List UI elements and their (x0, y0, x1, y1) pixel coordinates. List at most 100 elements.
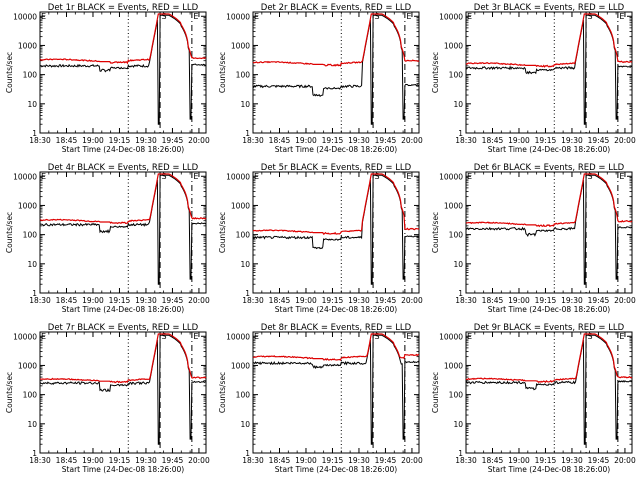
x-tick-label: 20:00 (614, 456, 636, 465)
y-axis-label: Counts/sec (431, 212, 440, 253)
x-tick-label: 18:30 (455, 456, 477, 465)
panel-title: Det 9r BLACK = Events, RED = LLD (474, 323, 625, 333)
marker-label-start: E (41, 332, 46, 341)
y-tick-label: 10 (240, 260, 250, 269)
x-tick-label: 19:15 (109, 456, 131, 465)
y-tick-label: 1 (32, 129, 37, 138)
marker-label: E (193, 332, 198, 341)
y-tick-label: 10000 (13, 172, 37, 181)
marker-label-start: E (467, 12, 472, 21)
x-tick-label: 18:45 (269, 456, 291, 465)
y-tick-label: 1 (245, 129, 250, 138)
y-tick-label: 10 (453, 420, 463, 429)
y-tick-label: 10 (27, 260, 37, 269)
marker-label: E (619, 12, 624, 21)
events-series-line (465, 14, 633, 125)
x-axis-label: Start Time (24-Dec-08 18:26:00) (275, 145, 397, 154)
y-tick-label: 1000 (231, 201, 250, 210)
x-axis-label: Start Time (24-Dec-08 18:26:00) (275, 465, 397, 474)
panel-title: Det 1r BLACK = Events, RED = LLD (48, 3, 199, 13)
y-tick-label: 10000 (13, 332, 37, 341)
y-tick-label: 1 (32, 449, 37, 458)
lld-series-line (39, 173, 207, 225)
plot-frame (39, 331, 207, 454)
x-tick-label: 18:45 (269, 296, 291, 305)
y-axis-label: Counts/sec (5, 212, 14, 253)
x-tick-label: 20:00 (188, 456, 210, 465)
events-series-line (465, 174, 633, 285)
x-tick-label: 19:45 (162, 136, 184, 145)
y-tick-label: 1 (458, 289, 463, 298)
lld-series-line (252, 333, 420, 361)
events-series-line (39, 334, 207, 445)
marker-label: S (588, 12, 593, 21)
x-tick-label: 19:30 (135, 136, 157, 145)
marker-label-start: E (41, 172, 46, 181)
panel-title: Det 8r BLACK = Events, RED = LLD (261, 323, 412, 333)
x-tick-label: 19:00 (82, 136, 104, 145)
x-axis-label: Start Time (24-Dec-08 18:26:00) (62, 145, 184, 154)
plot-frame (465, 331, 633, 454)
x-tick-label: 18:30 (29, 296, 51, 305)
x-axis-label: Start Time (24-Dec-08 18:26:00) (62, 465, 184, 474)
events-series-line (39, 174, 207, 285)
x-tick-label: 19:00 (508, 456, 530, 465)
x-tick-label: 19:45 (162, 456, 184, 465)
y-tick-label: 10000 (226, 12, 250, 21)
lld-series-line (252, 13, 420, 67)
x-tick-label: 19:45 (162, 296, 184, 305)
y-tick-label: 10 (453, 260, 463, 269)
x-tick-label: 19:00 (295, 296, 317, 305)
marker-label: S (162, 332, 167, 341)
x-axis-label: Start Time (24-Dec-08 18:26:00) (488, 465, 610, 474)
x-tick-label: 19:15 (535, 296, 557, 305)
marker-label: S (375, 12, 380, 21)
panel-title: Det 4r BLACK = Events, RED = LLD (48, 163, 199, 173)
panel-title: Det 5r BLACK = Events, RED = LLD (261, 163, 412, 173)
x-tick-label: 18:45 (56, 136, 78, 145)
marker-label: S (375, 172, 380, 181)
y-axis-label: Counts/sec (431, 372, 440, 413)
x-tick-label: 19:00 (508, 296, 530, 305)
x-tick-label: 19:15 (109, 136, 131, 145)
marker-label: E (619, 172, 624, 181)
marker-label: E (406, 12, 411, 21)
marker-label: S (162, 172, 167, 181)
x-tick-label: 19:45 (588, 296, 610, 305)
panel-title: Det 2r BLACK = Events, RED = LLD (261, 3, 412, 13)
panel-title: Det 3r BLACK = Events, RED = LLD (474, 3, 625, 13)
x-tick-label: 18:30 (455, 136, 477, 145)
x-tick-label: 20:00 (401, 296, 423, 305)
y-tick-label: 100 (449, 391, 464, 400)
x-tick-label: 19:15 (322, 296, 344, 305)
x-tick-label: 19:15 (535, 456, 557, 465)
x-tick-label: 19:15 (535, 136, 557, 145)
panel-det-7: Det 7r BLACK = Events, RED = LLD 1 10 100 10… (5, 323, 210, 474)
plot-frame (39, 11, 207, 134)
x-tick-label: 19:30 (561, 136, 583, 145)
panel-det-4: Det 4r BLACK = Events, RED = LLD 1 10 100 10… (5, 163, 210, 314)
panel-det-5: Det 5r BLACK = Events, RED = LLD 1 10 100 10… (218, 163, 423, 314)
y-tick-label: 1000 (231, 361, 250, 370)
x-tick-label: 19:15 (322, 136, 344, 145)
y-tick-label: 10 (27, 420, 37, 429)
y-tick-label: 100 (449, 71, 464, 80)
y-tick-label: 10000 (439, 172, 463, 181)
y-tick-label: 10 (27, 100, 37, 109)
marker-label: S (588, 172, 593, 181)
x-axis-label: Start Time (24-Dec-08 18:26:00) (488, 305, 610, 314)
x-tick-label: 18:45 (482, 136, 504, 145)
y-tick-label: 1000 (444, 201, 463, 210)
marker-label-start: E (41, 12, 46, 21)
marker-label: E (193, 172, 198, 181)
lld-series-line (465, 173, 633, 228)
x-tick-label: 19:00 (82, 456, 104, 465)
lld-series-line (39, 333, 207, 384)
marker-label-start: E (467, 172, 472, 181)
panel-title: Det 7r BLACK = Events, RED = LLD (48, 323, 199, 333)
y-tick-label: 1000 (444, 41, 463, 50)
x-axis-label: Start Time (24-Dec-08 18:26:00) (62, 305, 184, 314)
x-tick-label: 18:45 (482, 296, 504, 305)
events-series-line (252, 174, 420, 285)
